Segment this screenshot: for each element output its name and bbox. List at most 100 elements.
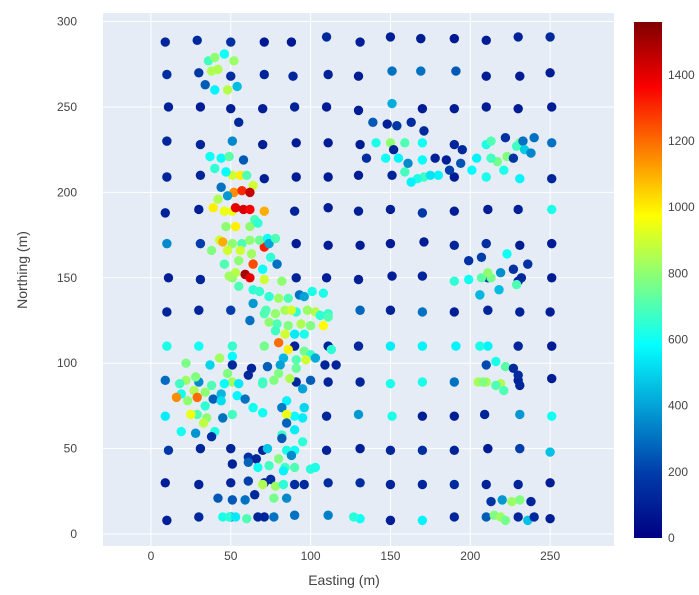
data-point	[417, 208, 428, 218]
data-point	[278, 479, 289, 490]
data-point	[385, 479, 396, 490]
data-point	[301, 355, 311, 365]
data-point	[508, 363, 519, 374]
data-point	[515, 409, 525, 420]
data-point	[323, 240, 333, 251]
data-point	[195, 238, 206, 249]
data-point	[495, 267, 506, 278]
colorbar-ticks: 0 200 400 600 800 1000 1200 1400	[668, 68, 695, 545]
data-point	[289, 102, 300, 112]
x-tick-label: 200	[460, 549, 480, 563]
data-point	[368, 117, 378, 128]
data-point	[227, 459, 238, 469]
data-point	[194, 479, 204, 490]
data-point	[417, 103, 428, 114]
data-point	[387, 66, 397, 76]
data-point	[353, 170, 364, 180]
data-point	[526, 148, 536, 158]
data-point	[321, 445, 332, 456]
data-point	[513, 103, 523, 114]
data-point	[451, 341, 461, 351]
data-point	[361, 153, 372, 163]
data-point	[176, 426, 186, 437]
data-point	[500, 515, 511, 526]
data-point	[213, 194, 223, 204]
data-point	[160, 478, 170, 488]
data-point	[463, 256, 474, 266]
data-point	[417, 271, 428, 281]
data-point	[417, 515, 428, 526]
data-point	[513, 341, 523, 351]
colorbar-tick-label: 200	[668, 465, 688, 479]
data-point	[222, 85, 233, 95]
data-point	[417, 411, 428, 421]
data-point	[194, 68, 204, 78]
data-point	[513, 479, 523, 490]
data-point	[200, 387, 210, 397]
data-point	[270, 233, 281, 244]
data-point	[289, 206, 300, 216]
data-point	[194, 204, 204, 215]
data-point	[508, 264, 519, 274]
data-point	[513, 512, 523, 522]
data-point	[296, 319, 306, 329]
data-point	[393, 153, 404, 163]
data-point	[160, 375, 170, 385]
data-point	[208, 394, 218, 404]
data-point	[499, 385, 509, 396]
data-point	[238, 155, 249, 165]
data-point	[353, 71, 364, 81]
data-point	[547, 138, 557, 148]
data-point	[486, 153, 496, 163]
data-point	[526, 496, 536, 507]
data-point	[416, 33, 426, 44]
data-point	[253, 462, 263, 473]
data-point	[315, 310, 325, 321]
data-point	[216, 389, 226, 399]
data-point	[486, 136, 496, 146]
data-point	[291, 238, 301, 249]
data-point	[270, 326, 281, 336]
data-point	[476, 252, 487, 262]
data-point	[226, 71, 236, 81]
data-point	[277, 276, 287, 286]
data-point	[243, 370, 254, 380]
data-point	[417, 307, 428, 317]
colorbar-tick-label: 800	[668, 266, 688, 280]
data-point	[449, 172, 460, 182]
data-point	[281, 493, 292, 503]
data-point	[323, 138, 333, 148]
data-point	[385, 238, 396, 249]
data-point	[355, 443, 365, 454]
data-point	[483, 443, 493, 454]
data-point	[515, 240, 525, 251]
data-point	[205, 360, 215, 370]
data-point	[417, 138, 428, 148]
data-point	[270, 308, 281, 319]
data-point	[323, 478, 333, 488]
data-point	[481, 512, 491, 522]
data-point	[226, 305, 236, 315]
data-point	[297, 413, 308, 423]
data-point	[297, 437, 308, 447]
data-point	[449, 445, 460, 456]
data-point	[500, 361, 511, 372]
data-point	[299, 329, 309, 339]
data-point	[481, 172, 491, 182]
data-point	[162, 238, 172, 249]
data-point	[513, 370, 523, 380]
data-point	[216, 182, 226, 192]
x-tick-label: 0	[148, 549, 155, 563]
data-point	[226, 37, 236, 47]
data-point	[171, 392, 182, 403]
data-point	[232, 390, 242, 401]
data-point	[353, 274, 364, 285]
data-point	[323, 172, 333, 182]
data-point	[160, 37, 170, 47]
data-point	[467, 165, 477, 175]
data-point	[449, 103, 460, 114]
data-point	[195, 170, 206, 180]
y-tick-label: 0	[70, 527, 77, 541]
data-point	[430, 153, 440, 163]
data-point	[192, 392, 202, 403]
